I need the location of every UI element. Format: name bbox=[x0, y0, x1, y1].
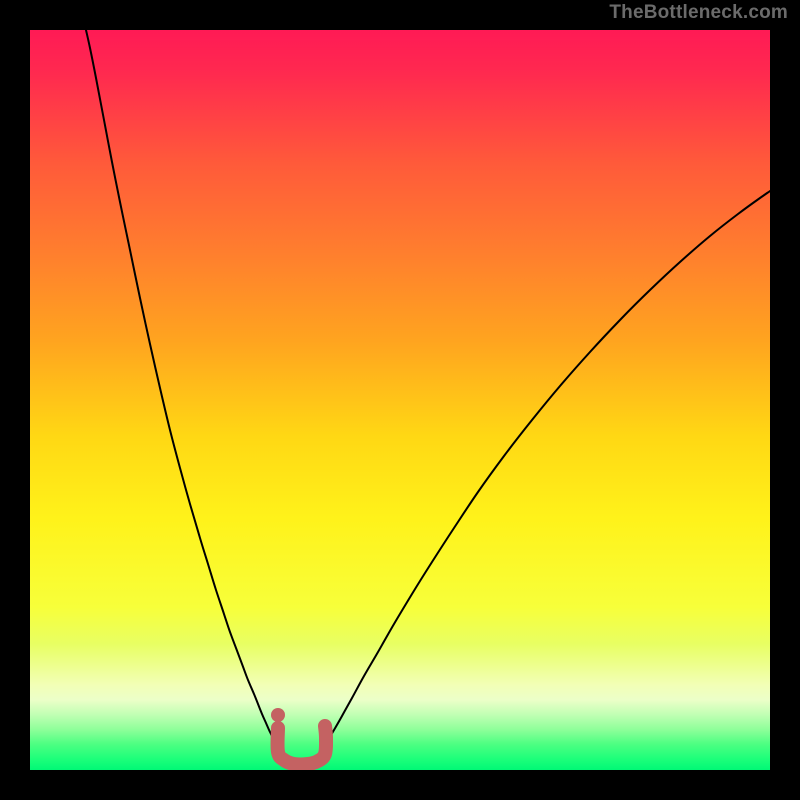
chart-frame: TheBottleneck.com bbox=[0, 0, 800, 800]
plot-area bbox=[30, 30, 770, 770]
curves-layer bbox=[30, 30, 770, 770]
left-curve bbox=[86, 30, 278, 748]
marker-dot bbox=[271, 708, 285, 722]
watermark-text: TheBottleneck.com bbox=[609, 2, 788, 24]
right-curve bbox=[324, 191, 770, 746]
marker-u bbox=[278, 726, 327, 764]
